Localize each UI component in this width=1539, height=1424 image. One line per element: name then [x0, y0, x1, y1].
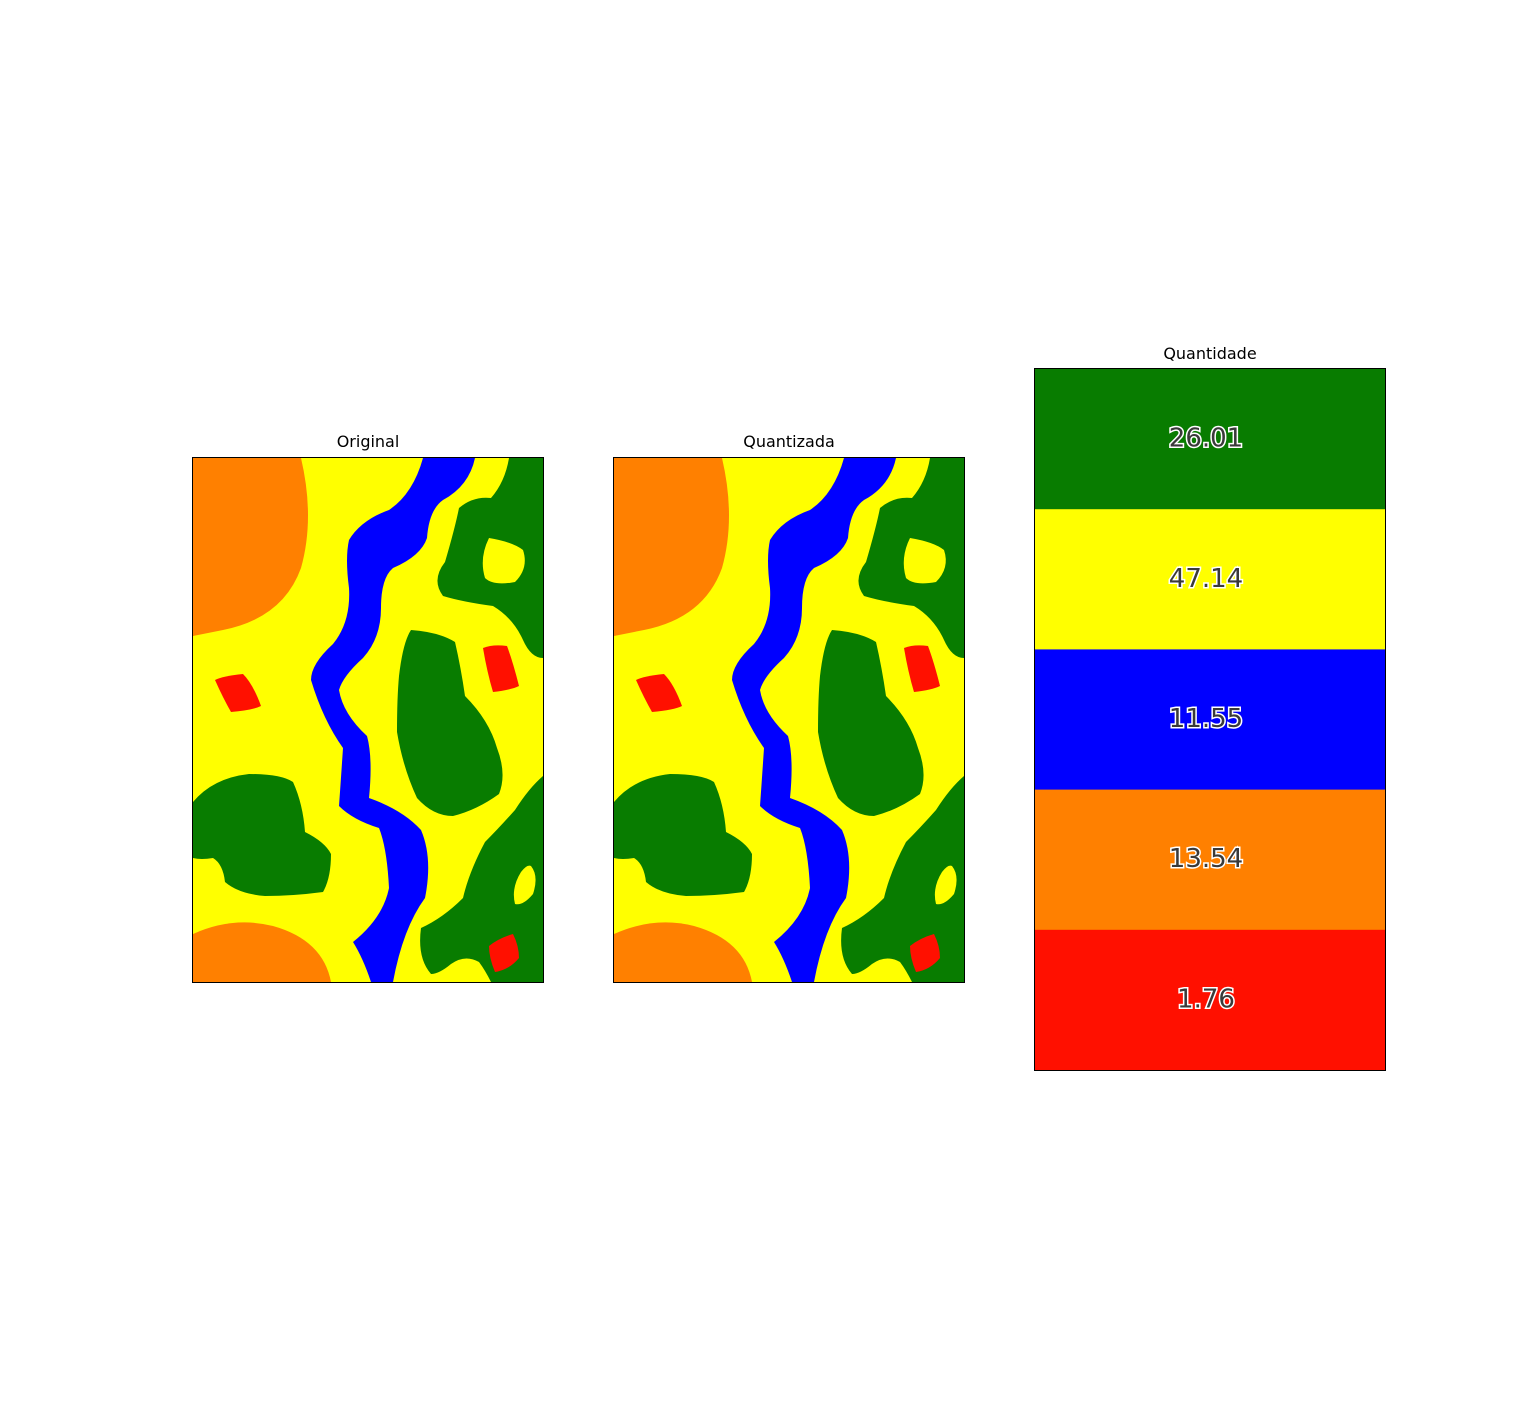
- original-title: Original: [336, 432, 400, 451]
- quantized-title: Quantizada: [743, 432, 835, 451]
- quantity-band-orange: [1035, 789, 1385, 931]
- quantity-value-orange: 13.54: [1169, 844, 1243, 874]
- quantity-title: Quantidade: [1163, 344, 1257, 363]
- quantized-map-image: [613, 457, 965, 983]
- quantity-value-red: 1.76: [1177, 984, 1235, 1014]
- quantity-band-blue: [1035, 649, 1385, 791]
- quantity-value-green: 26.01: [1169, 424, 1243, 454]
- quantity-band-green: [1035, 369, 1385, 510]
- quantity-value-blue: 11.55: [1169, 704, 1243, 734]
- quantity-value-yellow: 47.14: [1169, 564, 1243, 594]
- quantity-chart: 26.01 47.14 11.55 13.54 1.76: [1034, 368, 1386, 1071]
- quantity-band-red: [1035, 929, 1385, 1070]
- quantity-band-yellow: [1035, 509, 1385, 650]
- original-map-image: [192, 457, 544, 983]
